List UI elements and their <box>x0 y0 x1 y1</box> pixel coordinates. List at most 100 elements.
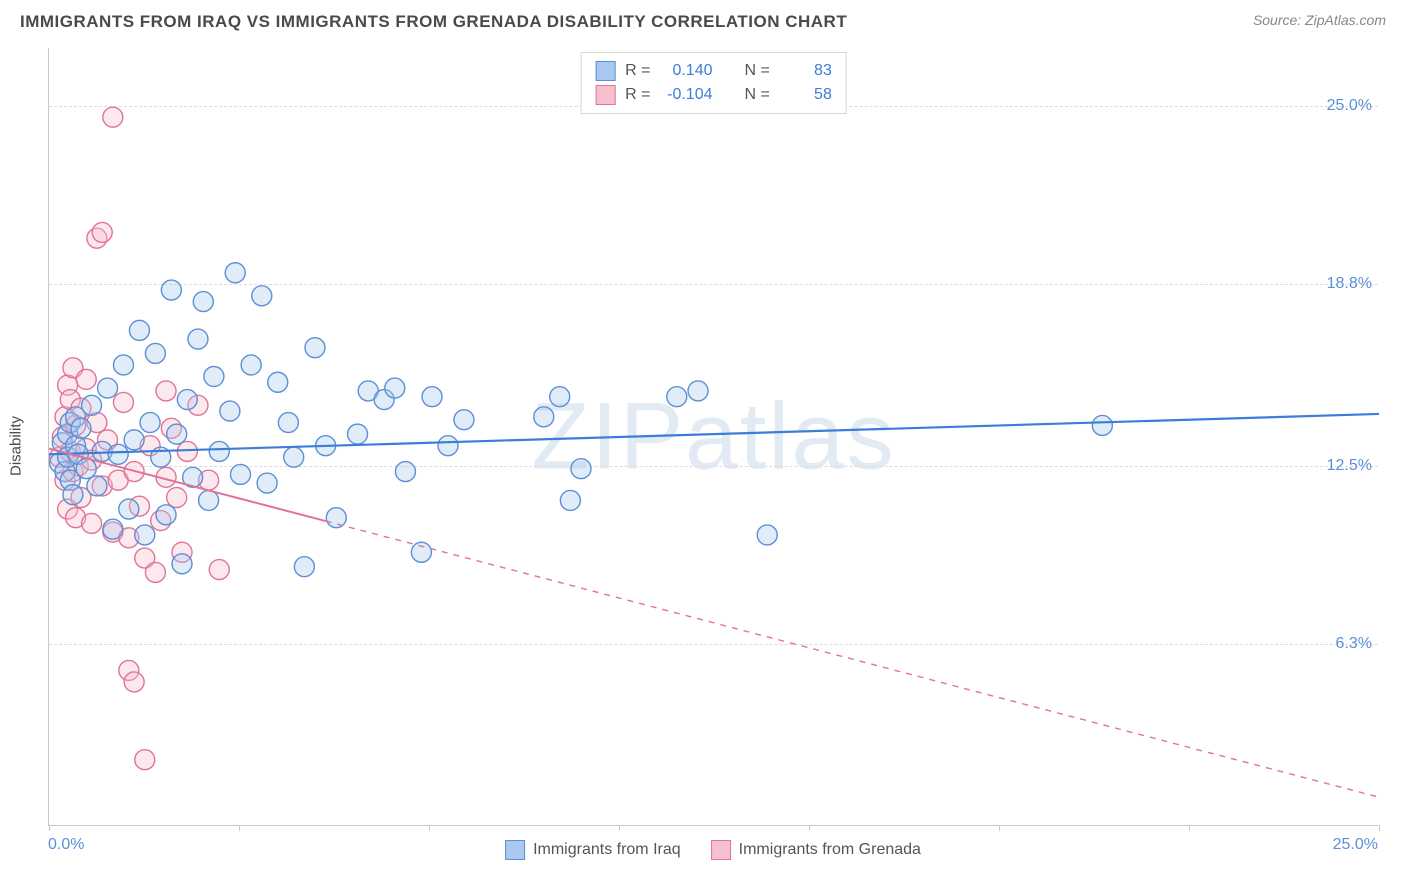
scatter-point <box>209 560 229 580</box>
legend-swatch-iraq <box>505 840 525 860</box>
scatter-point <box>438 436 458 456</box>
scatter-point <box>241 355 261 375</box>
scatter-point <box>560 490 580 510</box>
scatter-point <box>395 462 415 482</box>
scatter-point <box>135 750 155 770</box>
scatter-point <box>108 444 128 464</box>
scatter-point <box>124 430 144 450</box>
scatter-point <box>757 525 777 545</box>
n-label-iraq: N = <box>745 62 770 80</box>
scatter-point <box>188 329 208 349</box>
source-attribution: Source: ZipAtlas.com <box>1253 12 1386 28</box>
scatter-point <box>284 447 304 467</box>
scatter-point <box>140 413 160 433</box>
scatter-point <box>422 387 442 407</box>
x-tick <box>809 825 810 831</box>
scatter-point <box>550 387 570 407</box>
scatter-point <box>688 381 708 401</box>
scatter-point <box>92 222 112 242</box>
scatter-point <box>119 499 139 519</box>
scatter-point <box>348 424 368 444</box>
scatter-point <box>385 378 405 398</box>
scatter-point <box>129 320 149 340</box>
scatter-point <box>177 390 197 410</box>
legend-label-grenada: Immigrants from Grenada <box>739 841 921 859</box>
scatter-point <box>87 476 107 496</box>
scatter-point <box>76 369 96 389</box>
scatter-point <box>225 263 245 283</box>
legend-swatch-grenada <box>711 840 731 860</box>
stats-row-grenada: R = -0.104 N = 58 <box>595 83 832 107</box>
scatter-point <box>257 473 277 493</box>
scatter-point <box>135 525 155 545</box>
legend-label-iraq: Immigrants from Iraq <box>533 841 681 859</box>
scatter-point <box>145 562 165 582</box>
x-tick <box>619 825 620 831</box>
scatter-point <box>252 286 272 306</box>
scatter-point <box>199 490 219 510</box>
scatter-point <box>231 464 251 484</box>
n-value-grenada: 58 <box>780 86 832 104</box>
scatter-point <box>103 107 123 127</box>
n-label-grenada: N = <box>745 86 770 104</box>
trendline-dashed <box>326 521 1379 797</box>
scatter-point <box>326 508 346 528</box>
scatter-point <box>124 672 144 692</box>
scatter-point <box>534 407 554 427</box>
r-value-iraq: 0.140 <box>661 62 713 80</box>
bottom-legend: Immigrants from Iraq Immigrants from Gre… <box>505 840 921 860</box>
scatter-point <box>167 424 187 444</box>
scatter-point <box>145 343 165 363</box>
scatter-point <box>1092 415 1112 435</box>
scatter-point <box>71 418 91 438</box>
x-tick <box>1379 825 1380 831</box>
x-tick <box>999 825 1000 831</box>
x-tick <box>429 825 430 831</box>
scatter-point <box>220 401 240 421</box>
x-tick <box>239 825 240 831</box>
legend-item-grenada: Immigrants from Grenada <box>711 840 921 860</box>
scatter-point <box>411 542 431 562</box>
chart-area: ZIPatlas 6.3%12.5%18.8%25.0% R = 0.140 N… <box>48 48 1378 826</box>
swatch-grenada <box>595 85 615 105</box>
r-value-grenada: -0.104 <box>661 86 713 104</box>
n-value-iraq: 83 <box>780 62 832 80</box>
r-label-iraq: R = <box>625 62 650 80</box>
scatter-point <box>268 372 288 392</box>
scatter-point <box>161 280 181 300</box>
x-tick <box>1189 825 1190 831</box>
scatter-point <box>113 392 133 412</box>
scatter-point <box>113 355 133 375</box>
scatter-point <box>193 292 213 312</box>
scatter-point <box>103 519 123 539</box>
scatter-point <box>172 554 192 574</box>
legend-item-iraq: Immigrants from Iraq <box>505 840 681 860</box>
scatter-point <box>167 488 187 508</box>
scatter-point <box>667 387 687 407</box>
scatter-point <box>82 513 102 533</box>
x-axis-max-label: 25.0% <box>1333 836 1378 854</box>
swatch-iraq <box>595 61 615 81</box>
r-label-grenada: R = <box>625 86 650 104</box>
scatter-point <box>209 441 229 461</box>
y-axis-title: Disability <box>8 416 25 476</box>
scatter-point <box>305 338 325 358</box>
x-tick <box>49 825 50 831</box>
scatter-point <box>156 381 176 401</box>
x-axis-min-label: 0.0% <box>48 836 84 854</box>
scatter-svg <box>49 48 1378 825</box>
scatter-point <box>294 557 314 577</box>
chart-title: IMMIGRANTS FROM IRAQ VS IMMIGRANTS FROM … <box>20 12 847 32</box>
stats-legend-box: R = 0.140 N = 83 R = -0.104 N = 58 <box>580 52 847 114</box>
scatter-point <box>82 395 102 415</box>
scatter-point <box>278 413 298 433</box>
scatter-point <box>76 459 96 479</box>
scatter-point <box>454 410 474 430</box>
scatter-point <box>63 485 83 505</box>
trendline <box>49 414 1379 454</box>
scatter-point <box>156 505 176 525</box>
scatter-point <box>98 378 118 398</box>
scatter-point <box>571 459 591 479</box>
stats-row-iraq: R = 0.140 N = 83 <box>595 59 832 83</box>
scatter-point <box>177 441 197 461</box>
